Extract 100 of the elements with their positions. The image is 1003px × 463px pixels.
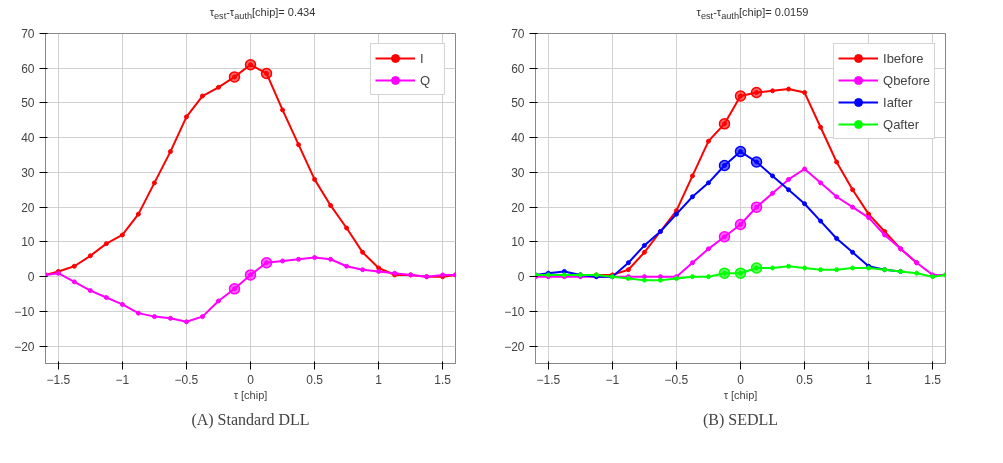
point <box>360 249 366 255</box>
point <box>689 194 695 200</box>
point <box>71 263 77 269</box>
x-tick-label: −1.5 <box>536 372 561 387</box>
point <box>818 124 824 130</box>
x-tick-label: −1.5 <box>46 372 71 387</box>
legend-label: Qbefore <box>883 71 930 90</box>
y-tick-label: 30 <box>21 165 35 180</box>
point <box>689 173 695 179</box>
point <box>296 142 302 148</box>
x-tick-label: 0 <box>737 372 745 387</box>
point <box>103 295 109 300</box>
point <box>689 274 695 280</box>
point <box>786 86 792 92</box>
point <box>328 256 334 262</box>
point <box>705 274 711 280</box>
point <box>167 315 173 321</box>
y-tick-label: 60 <box>511 61 525 76</box>
legend-label: Qafter <box>883 115 920 134</box>
point <box>770 265 776 271</box>
point <box>850 204 856 210</box>
point <box>135 211 141 217</box>
point <box>834 194 840 200</box>
point <box>770 88 776 94</box>
x-tick-label: 1.5 <box>924 372 942 387</box>
point <box>183 319 189 325</box>
y-tick-label: 60 <box>21 61 35 76</box>
point <box>312 176 318 182</box>
point <box>228 283 241 295</box>
point <box>119 301 125 307</box>
point <box>344 225 350 231</box>
point <box>866 215 872 221</box>
point <box>344 263 350 269</box>
y-tick-label: 0 <box>517 270 525 285</box>
x-tick-label: −1 <box>115 372 130 387</box>
x-tick-label: 0.5 <box>306 372 324 387</box>
point <box>818 267 824 273</box>
point <box>689 260 695 266</box>
point <box>786 187 792 193</box>
point <box>786 263 792 269</box>
x-tick-label: 0 <box>247 372 255 387</box>
point <box>882 232 888 238</box>
point <box>87 288 93 294</box>
point <box>625 260 631 266</box>
point <box>167 149 173 155</box>
point <box>280 107 286 113</box>
x-tick-label: 0.5 <box>796 372 814 387</box>
point <box>802 166 808 172</box>
y-tick-label: 10 <box>511 235 525 250</box>
x-tick-label: −0.5 <box>174 372 199 387</box>
point <box>360 267 366 273</box>
point <box>802 201 808 207</box>
y-tick-label: −20 <box>14 339 35 354</box>
point <box>834 267 840 273</box>
point <box>770 173 776 179</box>
y-tick-label: 50 <box>511 96 525 111</box>
x-axis-title: τ [chip] <box>723 388 758 401</box>
point <box>215 298 221 304</box>
x-tick-label: 1 <box>865 372 873 387</box>
point <box>802 265 808 271</box>
y-tick-label: 20 <box>511 200 525 215</box>
chart-title: τ$_{est}$-τ$_{auth}$[chip]= 0.434 <box>209 5 316 24</box>
point <box>199 93 205 99</box>
point <box>151 314 157 320</box>
legend-label: Iafter <box>883 93 913 112</box>
point <box>818 218 824 224</box>
point <box>802 90 808 96</box>
legend-label: I <box>420 49 425 68</box>
point <box>641 242 647 248</box>
point <box>705 138 711 144</box>
point <box>135 310 141 316</box>
point <box>244 59 257 71</box>
y-tick-label: 40 <box>511 131 525 146</box>
y-tick-label: 0 <box>27 270 35 285</box>
point <box>641 249 647 255</box>
legend-label: Q <box>420 71 432 90</box>
point <box>87 253 93 259</box>
point <box>215 84 221 90</box>
y-tick-label: −10 <box>504 304 525 319</box>
point <box>103 241 109 247</box>
x-tick-label: 1.5 <box>434 372 452 387</box>
y-tick-label: 10 <box>21 235 35 250</box>
x-tick-label: 1 <box>375 372 383 387</box>
text: (A) Standard DLL <box>191 410 310 429</box>
point <box>296 256 302 262</box>
y-tick-label: 50 <box>21 96 35 111</box>
x-axis-title: τ [chip] <box>233 388 268 401</box>
point <box>625 267 631 273</box>
point <box>280 258 286 264</box>
point <box>260 67 273 80</box>
chart-title: τ$_{est}$-τ$_{auth}$[chip]= 0.0159 <box>696 5 809 24</box>
point <box>71 279 77 285</box>
point <box>705 246 711 252</box>
point <box>786 176 792 182</box>
point <box>850 187 856 193</box>
point <box>850 265 856 271</box>
point <box>818 180 824 186</box>
point <box>119 232 125 238</box>
point <box>260 257 273 269</box>
y-tick-label: 70 <box>21 27 35 41</box>
